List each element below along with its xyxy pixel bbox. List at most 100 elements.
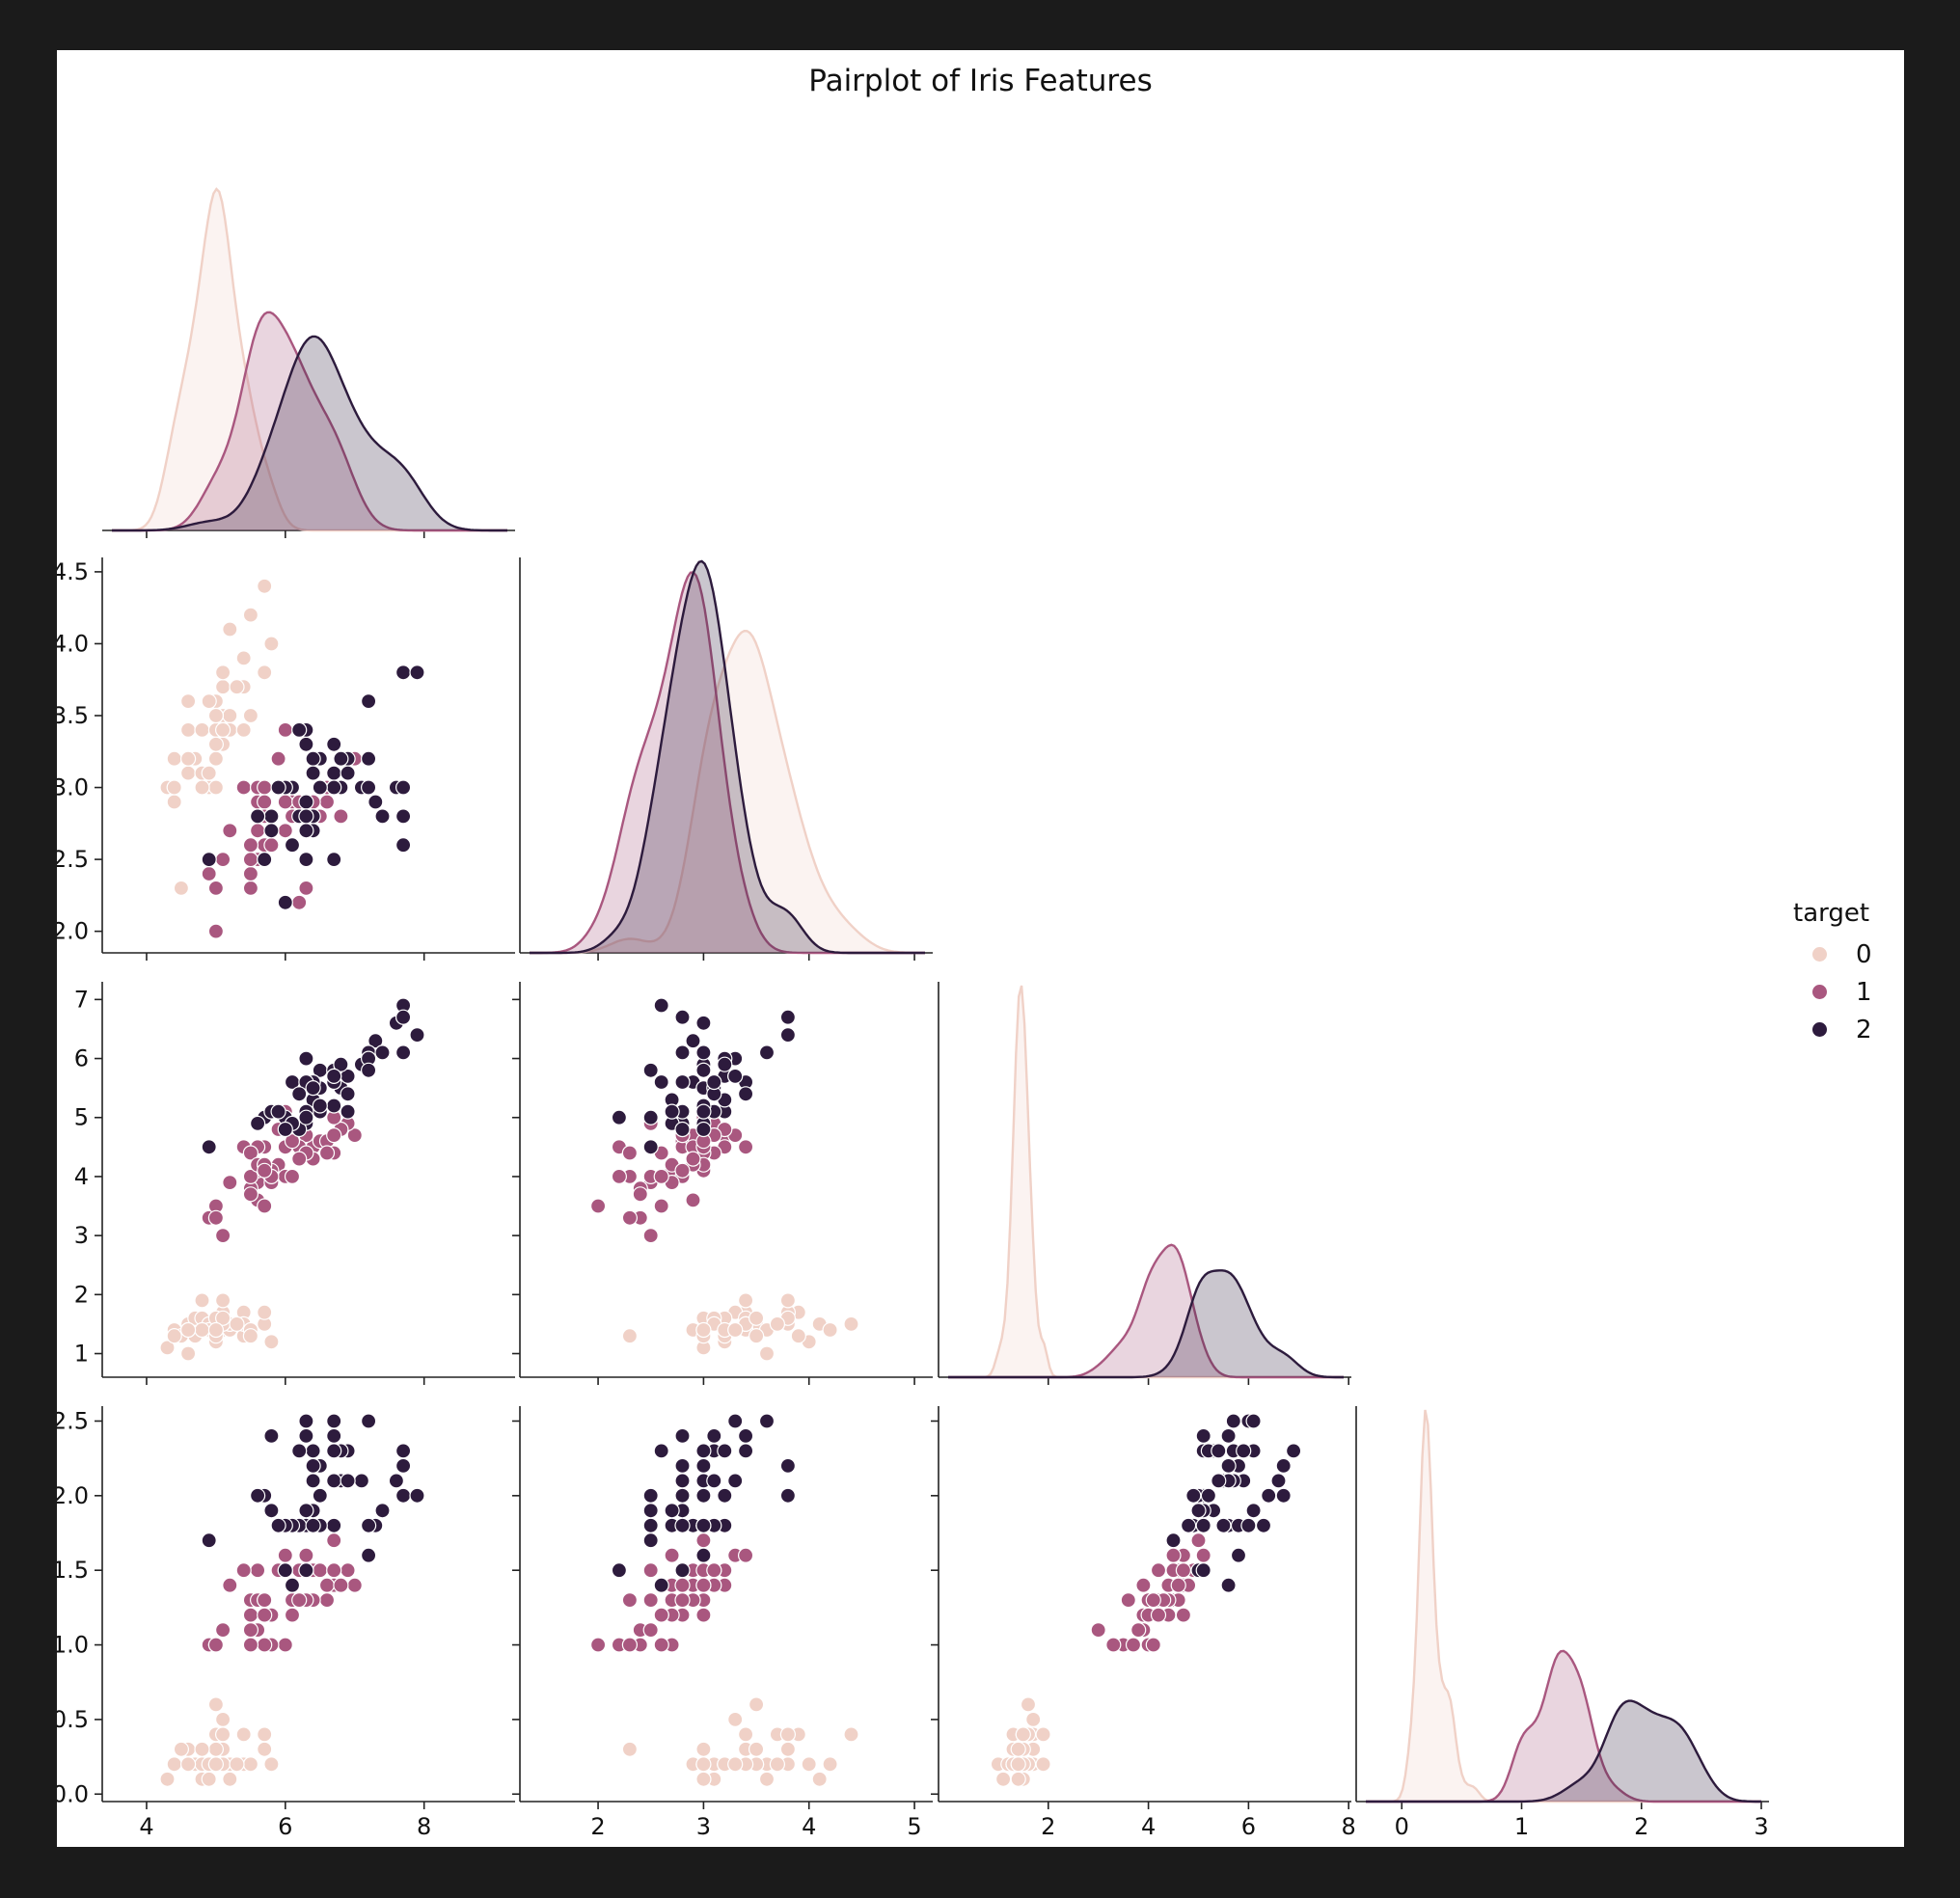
point-0 (737, 1292, 754, 1309)
point-2 (642, 1109, 659, 1125)
point-0 (229, 679, 245, 695)
point-1 (737, 1547, 754, 1563)
point-2 (1195, 1427, 1211, 1445)
point-2 (395, 1457, 412, 1475)
point-2 (333, 750, 349, 767)
point-0 (779, 1741, 797, 1757)
point-2 (201, 1532, 217, 1549)
point-2 (674, 1457, 691, 1475)
point-2 (395, 1487, 412, 1504)
x-tick-label: 3 (1754, 1813, 1768, 1840)
point-0 (242, 607, 259, 623)
point-2 (284, 1577, 301, 1593)
point-1 (291, 1151, 308, 1167)
point-2 (706, 1473, 722, 1489)
point-2 (1236, 1443, 1252, 1459)
point-1 (589, 1198, 607, 1214)
point-2 (1200, 1487, 1217, 1504)
x-tick-label: 2 (590, 1813, 605, 1840)
point-2 (642, 1062, 659, 1078)
y-tick-label: 1.5 (57, 1557, 89, 1584)
point-1 (298, 1547, 314, 1563)
point-0 (194, 1321, 210, 1339)
point-2 (340, 1473, 356, 1489)
panel-3-3: 0 1 2 3 (1355, 1406, 1769, 1840)
y-tick-label: 2.5 (57, 846, 89, 873)
kde-fill-1 (112, 312, 507, 530)
point-0 (215, 721, 231, 739)
point-0 (727, 1321, 744, 1339)
point-0 (207, 1321, 224, 1339)
point-2 (395, 808, 412, 825)
point-1 (215, 851, 231, 868)
point-1 (242, 851, 259, 868)
point-1 (201, 865, 217, 882)
point-2 (298, 823, 314, 839)
point-0 (1035, 1726, 1051, 1743)
point-0 (843, 1315, 859, 1333)
point-0 (790, 1328, 806, 1344)
legend-title: target (1793, 899, 1870, 928)
point-1 (235, 1562, 252, 1579)
kde-fill-0 (112, 189, 507, 530)
point-2 (326, 1473, 342, 1489)
point-2 (695, 1517, 712, 1533)
point-2 (361, 750, 377, 767)
point-2 (284, 837, 301, 854)
point-0 (207, 750, 224, 767)
point-2 (737, 1427, 754, 1445)
point-0 (748, 1310, 765, 1326)
pairplot: 2.0 2.5 3.0 3.5 4.0 4.5 1 2 3 4 5 6 7 4 6 8 0.0 0.5 1.0 1.5… (57, 187, 1769, 1840)
point-2 (312, 1098, 328, 1114)
point-2 (361, 1062, 377, 1078)
point-0 (758, 1771, 776, 1787)
point-2 (298, 808, 314, 825)
point-1 (642, 1621, 659, 1639)
point-0 (207, 707, 224, 724)
point-0 (180, 692, 197, 710)
y-tick-label: 0.0 (57, 1780, 89, 1807)
point-2 (374, 1044, 391, 1061)
point-2 (326, 1427, 342, 1445)
point-2 (305, 1457, 321, 1475)
point-2 (361, 1517, 377, 1533)
point-1 (242, 865, 259, 882)
point-2 (326, 779, 342, 796)
y-tick-label: 2.0 (57, 1482, 89, 1509)
point-0 (194, 779, 210, 796)
point-2 (779, 1009, 797, 1025)
panel-3-0: 4 6 8 0.0 0.5 1.0 1.5 2.0 2.5 (57, 1406, 515, 1840)
point-2 (361, 692, 377, 710)
point-0 (173, 880, 189, 897)
point-1 (242, 1637, 259, 1653)
y-tick-label: 6 (74, 1045, 89, 1072)
point-2 (727, 1473, 744, 1489)
point-2 (1215, 1517, 1232, 1533)
point-0 (727, 1711, 744, 1728)
point-2 (201, 1139, 217, 1155)
point-2 (395, 837, 412, 854)
point-0 (180, 1321, 197, 1339)
point-1 (611, 1168, 628, 1185)
point-2 (305, 1079, 321, 1097)
point-2 (388, 1473, 404, 1489)
point-1 (674, 1162, 691, 1179)
point-2 (395, 1443, 412, 1459)
legend-label-2: 2 (1856, 1015, 1872, 1044)
point-1 (318, 1591, 336, 1609)
point-2 (1240, 1517, 1257, 1533)
point-2 (1211, 1443, 1227, 1459)
point-2 (695, 1487, 712, 1504)
point-2 (727, 1413, 744, 1429)
x-tick-label: 5 (907, 1813, 921, 1840)
x-tick-label: 4 (802, 1813, 816, 1840)
point-0 (748, 1328, 765, 1344)
point-0 (257, 1726, 273, 1743)
x-tick-label: 4 (139, 1813, 153, 1840)
point-1 (250, 823, 266, 839)
point-0 (779, 1292, 797, 1309)
point-0 (257, 1741, 273, 1757)
point-2 (695, 1443, 712, 1459)
y-tick-label: 4 (74, 1163, 89, 1190)
point-2 (326, 851, 342, 868)
